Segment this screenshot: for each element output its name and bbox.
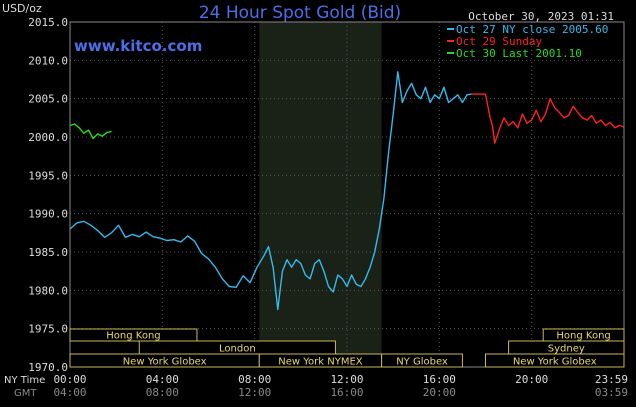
session-label: NY Globex [396, 357, 448, 368]
chart-title: 24 Hour Spot Gold (Bid) [199, 3, 401, 23]
session-label: Hong Kong [106, 331, 160, 342]
nymex-session-band [259, 22, 382, 367]
x-tick-label-ny: 00:00 [53, 373, 86, 386]
y-axis-label: USD/oz [2, 2, 42, 15]
x-tick-label-gmt: 03:59 [595, 386, 628, 399]
x-tick-label-ny: 16:00 [423, 373, 456, 386]
session-label: Hong Kong [556, 331, 610, 342]
session-bar [485, 353, 625, 368]
session-label: New York Globex [513, 357, 597, 368]
x-axis-gmt-label: GMT [14, 388, 37, 399]
x-tick-label-gmt: 04:00 [53, 386, 86, 399]
series-line-2 [471, 93, 625, 144]
y-tick-label: 1980.0 [28, 284, 68, 297]
watermark-text: www.kitco.com [74, 37, 202, 55]
session-label: Sydney [548, 344, 585, 355]
x-tick-label-ny: 12:00 [330, 373, 363, 386]
y-tick-label: 1975.0 [28, 323, 68, 336]
series-line-3 [69, 123, 112, 140]
y-tick-label: 1995.0 [28, 169, 68, 182]
y-tick-label: 2010.0 [28, 54, 68, 67]
x-tick-label-ny: 23:59 [595, 373, 628, 386]
datetime-label: October 30, 2023 01:31 [468, 10, 614, 23]
session-bar [69, 328, 198, 342]
x-tick-label-ny: 04:00 [146, 373, 179, 386]
y-tick-label: 2015.0 [28, 16, 68, 29]
y-tick-label: 1970.0 [28, 361, 68, 374]
session-label: New York NYMEX [278, 357, 363, 368]
legend-entry: Oct 30 Last 2001.10 [456, 47, 582, 60]
x-tick-label-gmt: 08:00 [146, 386, 179, 399]
x-tick-label-ny: 20:00 [515, 373, 548, 386]
series-line-1 [69, 71, 472, 311]
y-tick-label: 1990.0 [28, 208, 68, 221]
legend-entry: Oct 29 Sunday [456, 35, 542, 48]
x-axis-ny-label: NY Time [4, 375, 45, 386]
session-bar [381, 353, 463, 368]
y-tick-label: 2005.0 [28, 93, 68, 106]
x-tick-label-ny: 08:00 [238, 373, 271, 386]
y-tick-label: 1985.0 [28, 246, 68, 259]
x-tick-label-gmt: 16:00 [330, 386, 363, 399]
session-label: London [219, 344, 256, 355]
x-tick-label-gmt: 12:00 [238, 386, 271, 399]
y-tick-label: 2000.0 [28, 131, 68, 144]
legend-entry: Oct 27 NY close 2005.60 [456, 23, 608, 36]
x-tick-label-gmt: 20:00 [423, 386, 456, 399]
session-label: New York Globex [123, 357, 207, 368]
